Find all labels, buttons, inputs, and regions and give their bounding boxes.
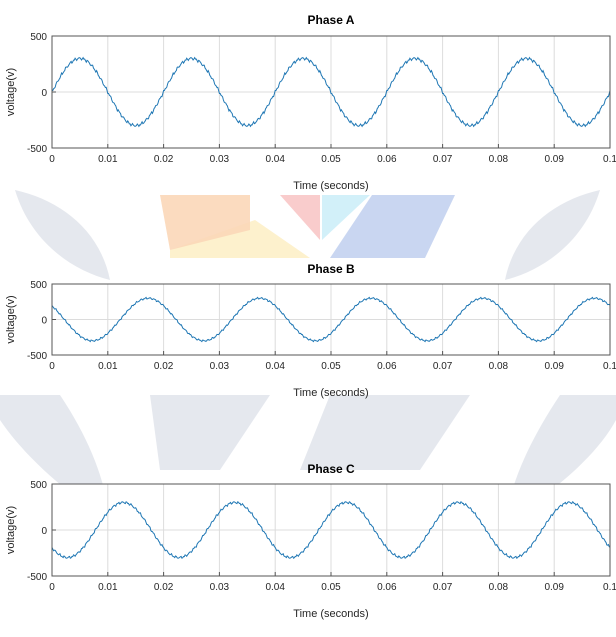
watermark-band-center [150, 395, 270, 470]
watermark-triangle-yellow [170, 220, 310, 258]
phase-a-ytick-label: 0 [41, 88, 47, 99]
phase-a-xlabel: Time (seconds) [293, 180, 368, 192]
phase-a-xtick-label: 0.1 [603, 154, 616, 165]
phase-b-xtick-label: 0 [49, 361, 55, 372]
phase-b-xlabel: Time (seconds) [293, 387, 368, 399]
phase-c-xtick-label: 0.01 [98, 582, 118, 593]
phase-b-ytick-label: -500 [27, 351, 47, 362]
phase-c-xtick-label: 0.09 [544, 582, 564, 593]
watermark-triangle-pink [280, 195, 320, 240]
phase-a-ylabel: voltage(v) [5, 68, 17, 116]
phase-c-xtick-label: 0.06 [377, 582, 397, 593]
watermark-triangle-cyan [322, 195, 370, 240]
phase-a-voltage-trace [52, 56, 611, 128]
watermark-band-center-right [300, 395, 470, 470]
phase-a-xtick-label: 0.02 [154, 154, 174, 165]
phase-b-ytick-label: 0 [41, 316, 47, 327]
watermark-leaf-right-top [505, 190, 600, 280]
phase-b-xtick-label: 0.06 [377, 361, 397, 372]
phase-c-xlabel: Time (seconds) [293, 608, 368, 620]
phase-b-xtick-label: 0.02 [154, 361, 174, 372]
phase-a-xtick-label: 0.04 [265, 154, 285, 165]
phase-c-xtick-label: 0.08 [489, 582, 509, 593]
phase-b-xtick-label: 0.03 [210, 361, 230, 372]
phase-c-ylabel: voltage(v) [5, 506, 17, 554]
watermark-shape-blue [330, 195, 455, 258]
phase-b-xtick-label: 0.01 [98, 361, 118, 372]
phase-b-xtick-label: 0.1 [603, 361, 616, 372]
phase-c-xtick-label: 0 [49, 582, 55, 593]
phase-b-xtick-label: 0.08 [489, 361, 509, 372]
phase-b-ytick-label: 500 [30, 280, 47, 291]
phase-c-xtick-label: 0.1 [603, 582, 616, 593]
phase-c-xtick-label: 0.03 [210, 582, 230, 593]
phase-a-xtick-label: 0.07 [433, 154, 453, 165]
phase-a-xtick-label: 0.08 [489, 154, 509, 165]
phase-b-title: Phase B [307, 262, 355, 276]
phase-b-xtick-label: 0.09 [544, 361, 564, 372]
subplot-phase-b: 0 0.01 0.02 0.03 0.04 0.05 0.06 0.07 0.08 0.09 0.1… [5, 262, 616, 399]
phase-a-xtick-label: 0.03 [210, 154, 230, 165]
phase-a-xtick-label: 0.05 [321, 154, 341, 165]
phase-c-xtick-label: 0.07 [433, 582, 453, 593]
watermark-leaf-left-top [15, 190, 110, 280]
phase-b-xtick-label: 0.04 [265, 361, 285, 372]
phase-c-ytick-label: -500 [27, 572, 47, 583]
phase-c-voltage-trace [51, 501, 611, 559]
phase-a-ytick-label: 500 [30, 32, 47, 43]
phase-c-ytick-label: 0 [41, 526, 47, 537]
phase-a-xtick-label: 0 [49, 154, 55, 165]
phase-c-xtick-label: 0.05 [321, 582, 341, 593]
phase-b-xtick-label: 0.05 [321, 361, 341, 372]
phase-c-title: Phase C [307, 462, 355, 476]
watermark-triangle-orange [160, 195, 250, 250]
phase-a-ytick-label: -500 [27, 144, 47, 155]
phase-b-ylabel: voltage(v) [5, 295, 17, 343]
subplot-phase-a: 0 0.01 0.02 0.03 0.04 0.05 0.06 0.07 0.08 0.09 0.1… [5, 13, 616, 192]
phase-b-voltage-trace [51, 296, 611, 343]
phase-a-xtick-label: 0.06 [377, 154, 397, 165]
phase-c-xtick-label: 0.02 [154, 582, 174, 593]
phase-a-title: Phase A [308, 13, 355, 27]
phase-b-xtick-label: 0.07 [433, 361, 453, 372]
subplot-phase-c: 0 0.01 0.02 0.03 0.04 0.05 0.06 0.07 0.08 0.09 0.1… [5, 462, 616, 620]
phase-c-xtick-label: 0.04 [265, 582, 285, 593]
phase-a-xtick-label: 0.09 [544, 154, 564, 165]
phase-c-ytick-label: 500 [30, 480, 47, 491]
phase-a-xtick-label: 0.01 [98, 154, 118, 165]
